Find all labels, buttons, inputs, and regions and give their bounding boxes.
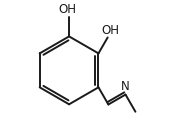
Text: OH: OH [102, 24, 120, 37]
Text: OH: OH [59, 3, 77, 16]
Text: N: N [121, 80, 130, 93]
